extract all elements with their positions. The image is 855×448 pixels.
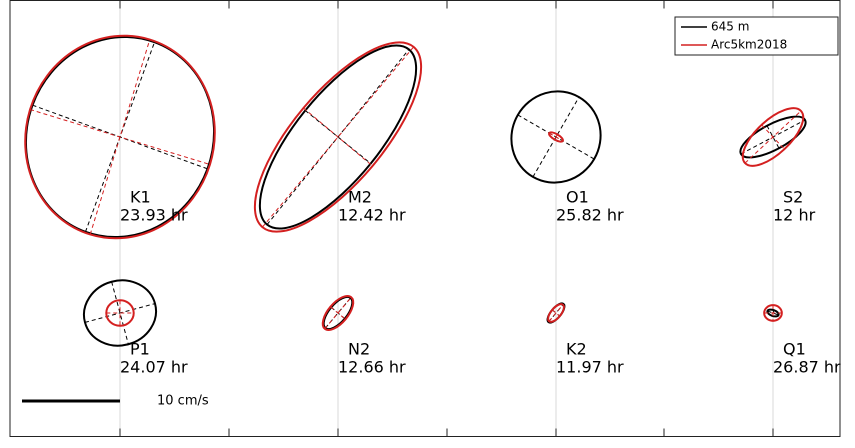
period-label: 12 hr <box>773 206 816 225</box>
period-label: 11.97 hr <box>556 358 624 377</box>
legend-label: Arc5km2018 <box>711 38 787 52</box>
major-axis <box>262 46 414 228</box>
period-label: 26.87 hr <box>773 358 841 377</box>
period-label: 24.07 hr <box>120 358 188 377</box>
legend-box <box>674 16 839 56</box>
minor-axis <box>554 134 558 140</box>
ellipse-group <box>547 303 565 323</box>
minor-axis <box>303 107 373 167</box>
ellipse-group <box>24 34 216 240</box>
ellipse-group <box>321 295 355 331</box>
plot-area <box>10 0 840 437</box>
ellipse-group <box>548 131 564 143</box>
period-label: 25.82 hr <box>556 206 624 225</box>
constituent-label: M2 <box>348 188 372 207</box>
major-axis <box>767 310 779 316</box>
ellipse-group <box>253 41 423 233</box>
ellipse-group <box>763 304 783 322</box>
constituent-label: P1 <box>130 340 150 359</box>
legend-label: 645 m <box>711 20 749 34</box>
period-label: 12.66 hr <box>338 358 406 377</box>
period-label: 23.93 hr <box>120 206 188 225</box>
minor-axis <box>29 109 211 165</box>
minor-axis <box>111 281 129 345</box>
ellipse-group <box>82 279 158 347</box>
major-axis <box>84 303 156 323</box>
constituent-label: O1 <box>566 188 589 207</box>
constituent-label: S2 <box>783 188 803 207</box>
period-label: 12.42 hr <box>338 206 406 225</box>
ellipse-group <box>741 107 805 167</box>
major-axis <box>548 304 564 322</box>
scale-bar-label: 10 cm/s <box>157 394 209 409</box>
constituent-label: Q1 <box>783 340 806 359</box>
major-axis <box>532 96 580 178</box>
minor-axis <box>761 124 785 150</box>
constituent-label: N2 <box>348 340 370 359</box>
minor-axis <box>330 306 346 320</box>
constituent-label: K2 <box>566 340 587 359</box>
plot-frame <box>9 0 841 437</box>
minor-axis <box>766 125 780 149</box>
constituent-label: K1 <box>130 188 151 207</box>
ellipse-group <box>105 299 135 327</box>
minor-axis <box>551 309 561 317</box>
